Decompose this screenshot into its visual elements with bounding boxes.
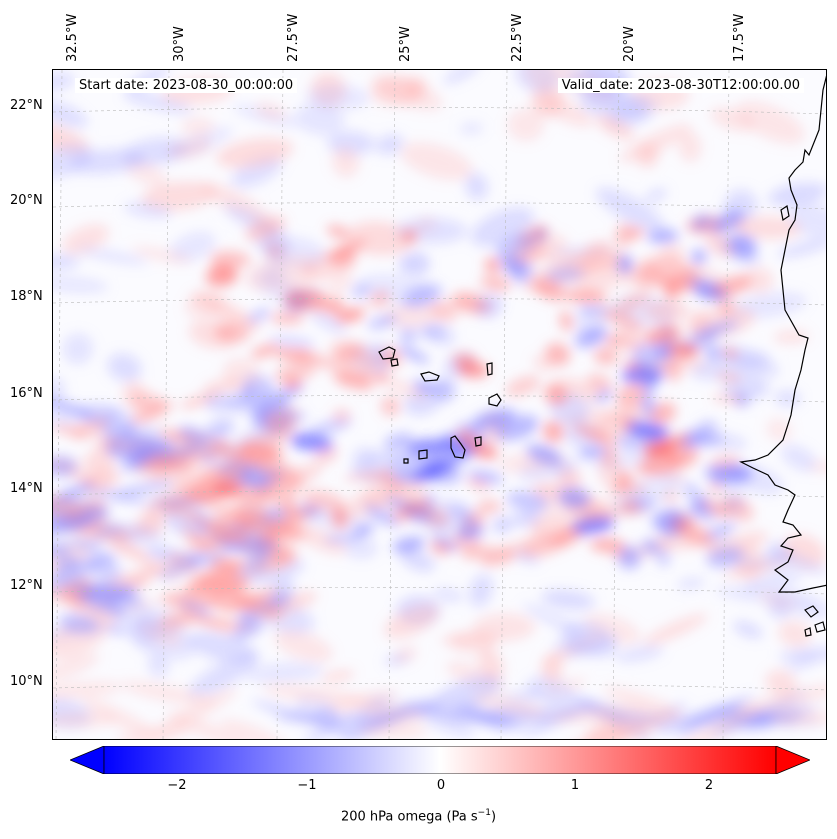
parallel-line	[53, 683, 826, 691]
meridian-line	[55, 70, 63, 739]
island-sal	[486, 362, 493, 376]
island-bijagos	[814, 621, 826, 633]
meridian-line	[500, 70, 508, 739]
lon-label: 30°W	[172, 26, 187, 62]
cbar-tick-label: −2	[167, 778, 187, 793]
colorbar-label-exponent: −1	[477, 808, 491, 818]
island-fogo	[418, 449, 428, 460]
meridian-line	[388, 70, 396, 739]
lat-label: 12°N	[10, 578, 43, 593]
colorbar-extend-high	[775, 746, 810, 774]
lon-label: 32.5°W	[65, 13, 80, 62]
lon-label: 25°W	[398, 26, 413, 62]
omega-field-map	[53, 70, 826, 739]
lat-label: 22°N	[10, 98, 43, 113]
meridian-line	[722, 70, 730, 739]
lon-label: 27.5°W	[286, 13, 301, 62]
colorbar-extend-low	[70, 746, 105, 774]
island-maio	[474, 436, 482, 447]
island-dakar	[780, 205, 790, 221]
lon-label: 20°W	[622, 26, 637, 62]
island-bijagos	[804, 627, 812, 637]
gridlines	[53, 70, 826, 739]
colorbar-label-text: 200 hPa omega (Pa s	[340, 809, 478, 825]
lat-label: 18°N	[10, 289, 43, 304]
parallel-line	[53, 202, 826, 210]
island-brava	[403, 458, 409, 464]
colorbar	[70, 746, 810, 774]
island-boa-vista	[488, 393, 502, 407]
lat-label: 20°N	[10, 193, 43, 208]
meridian-line	[612, 70, 620, 739]
map-panel: Start date: 2023-08-30_00:00:00 Valid_da…	[52, 69, 827, 740]
cbar-tick-label: −1	[297, 778, 317, 793]
cbar-tick-label: 0	[436, 778, 446, 793]
cbar-tick-label: 1	[570, 778, 580, 793]
island-bijagos	[804, 605, 819, 618]
lat-label: 10°N	[10, 674, 43, 689]
valid-date-label: Valid_date: 2023-08-30T12:00:00.00	[557, 78, 804, 93]
coastlines	[378, 75, 826, 637]
lon-label: 17.5°W	[732, 13, 747, 62]
lat-label: 16°N	[10, 386, 43, 401]
island-sao-vicente	[390, 358, 399, 367]
meridian-line	[162, 70, 170, 739]
parallel-line	[53, 587, 826, 595]
africa-coastline	[739, 75, 826, 593]
parallel-line	[53, 395, 826, 403]
meridian-line	[276, 70, 284, 739]
colorbar-label-end: )	[490, 809, 497, 825]
island-santo-antao	[378, 346, 396, 360]
colorbar-body	[103, 746, 777, 774]
island-santiago	[450, 435, 466, 459]
parallel-line	[53, 490, 826, 498]
island-sao-nicolau	[420, 371, 440, 382]
lon-label: 22.5°W	[510, 13, 525, 62]
omega-field	[53, 70, 826, 739]
cbar-tick-label: 2	[704, 778, 714, 793]
parallel-line	[53, 107, 826, 115]
colorbar-label: 200 hPa omega (Pa s−1)	[0, 808, 837, 824]
lat-label: 14°N	[10, 481, 43, 496]
parallel-line	[53, 298, 826, 306]
start-date-label: Start date: 2023-08-30_00:00:00	[75, 78, 298, 93]
